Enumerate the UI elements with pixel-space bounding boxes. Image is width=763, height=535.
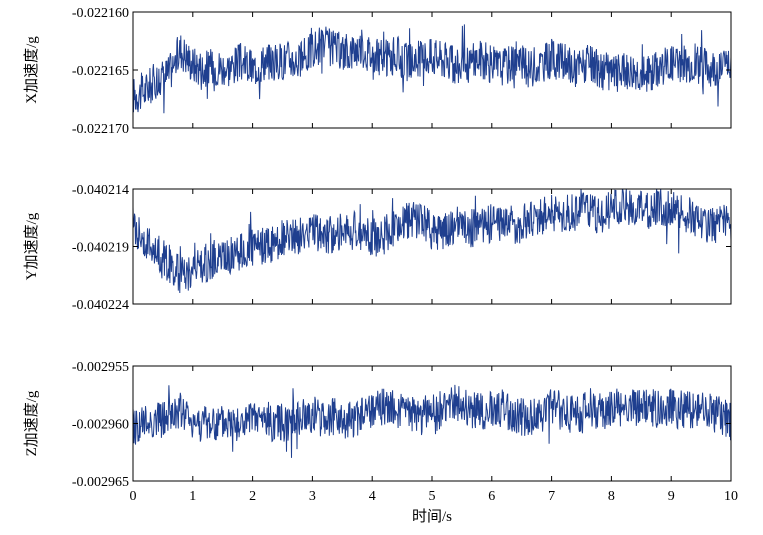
ytick-label: -0.002965 — [72, 475, 129, 490]
y-axis-label: Z加速度/g — [23, 390, 40, 456]
xtick-label: 7 — [548, 489, 555, 504]
ytick-label: -0.022165 — [72, 64, 129, 79]
series-line-2 — [132, 188, 732, 294]
xtick-label: 6 — [488, 489, 495, 504]
y-axis-label: X加速度/g — [23, 36, 40, 104]
xtick-label: 1 — [189, 489, 196, 504]
ytick-label: -0.002960 — [72, 418, 129, 433]
xtick-label: 2 — [249, 489, 256, 504]
xtick-label: 8 — [608, 489, 615, 504]
ytick-label: -0.002955 — [72, 360, 129, 375]
xtick-label: 9 — [668, 489, 675, 504]
series-line-3 — [132, 384, 732, 458]
xtick-label: 4 — [369, 489, 376, 504]
ytick-label: -0.040214 — [72, 183, 129, 198]
xtick-label: 10 — [724, 489, 738, 504]
xtick-label: 5 — [429, 489, 436, 504]
x-axis-label: 时间/s — [412, 508, 452, 525]
ytick-label: -0.022160 — [72, 6, 129, 21]
ytick-label: -0.022170 — [72, 122, 129, 137]
ytick-label: -0.040219 — [72, 241, 129, 256]
xtick-label: 0 — [130, 489, 137, 504]
xtick-label: 3 — [309, 489, 316, 504]
y-axis-label: Y加速度/g — [23, 212, 40, 280]
ytick-label: -0.040224 — [72, 298, 129, 313]
series-line-1 — [132, 24, 732, 114]
